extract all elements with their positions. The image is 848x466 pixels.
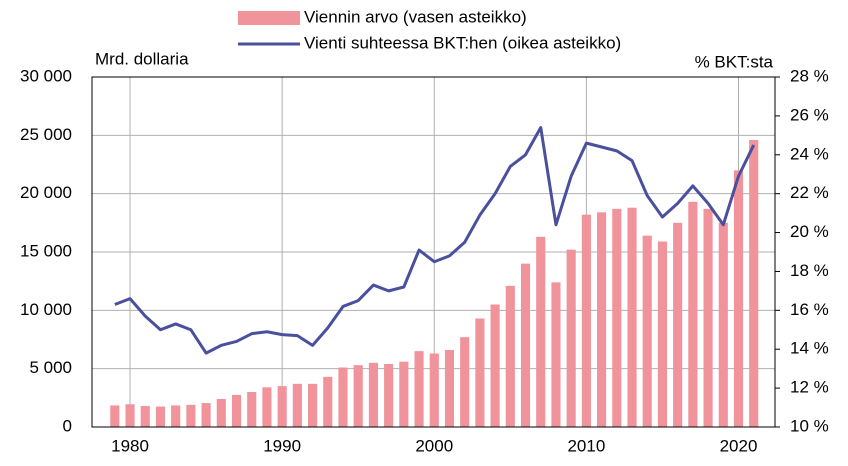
bar — [247, 392, 257, 427]
bar — [216, 399, 226, 427]
bar — [384, 364, 394, 427]
bar — [505, 285, 515, 427]
y-tick-label: 25 000 — [20, 125, 72, 144]
y2-axis-label: % BKT:sta — [695, 52, 774, 71]
y-tick-label: 20 000 — [20, 183, 72, 202]
x-tick-label: 2010 — [567, 436, 605, 455]
y-tick-label: 5 000 — [29, 358, 72, 377]
bar — [475, 318, 485, 427]
x-tick-label: 1990 — [263, 436, 301, 455]
line — [114, 126, 756, 355]
bar — [718, 222, 728, 427]
bar — [566, 249, 576, 427]
x-tick-label: 1980 — [111, 436, 149, 455]
x-tick-label: 2020 — [720, 436, 758, 455]
bar — [277, 386, 287, 427]
bar — [429, 353, 439, 427]
bar — [536, 236, 546, 427]
bar — [292, 383, 302, 427]
bar — [612, 208, 622, 427]
y2-tick-label: 24 % — [790, 144, 829, 163]
bar — [520, 263, 531, 427]
bar — [414, 351, 424, 427]
y2-tick-label: 16 % — [790, 300, 829, 319]
y2-tick-label: 10 % — [790, 416, 829, 435]
y-tick-label: 10 000 — [20, 300, 72, 319]
bar — [353, 365, 363, 427]
y-tick-label: 0 — [63, 416, 72, 435]
y2-tick-label: 12 % — [790, 378, 829, 397]
plot-frame — [91, 76, 776, 428]
bar — [733, 170, 744, 428]
bar — [642, 235, 652, 427]
legend-swatch — [238, 11, 300, 25]
bar — [581, 214, 591, 427]
bar — [368, 362, 378, 427]
y2-tick-label: 28 % — [790, 66, 829, 85]
y-tick-label: 15 000 — [20, 241, 72, 260]
bar — [110, 405, 120, 427]
bar — [490, 304, 500, 427]
bar — [338, 367, 348, 427]
bar — [308, 383, 318, 427]
y2-tick-label: 26 % — [790, 105, 829, 124]
y-axis-label: Mrd. dollaria — [95, 49, 189, 68]
legend-label: Viennin arvo (vasen asteikko) — [304, 7, 527, 26]
y2-tick-label: 20 % — [790, 222, 829, 241]
bar — [703, 208, 713, 427]
bar — [627, 207, 637, 427]
bar — [444, 350, 455, 427]
legend-label: Vienti suhteessa BKT:hen (oikea asteikko… — [304, 33, 621, 52]
bar — [749, 140, 759, 427]
bar — [140, 406, 150, 427]
bar — [657, 241, 667, 427]
y-tick-label: 30 000 — [20, 66, 72, 85]
bar — [186, 404, 196, 427]
y2-tick-label: 14 % — [790, 339, 829, 358]
bar — [551, 282, 561, 427]
bar — [460, 337, 470, 427]
bar — [597, 212, 607, 427]
bar — [171, 405, 181, 427]
bar — [399, 361, 409, 427]
bar — [323, 376, 333, 427]
bar — [688, 201, 698, 427]
bar — [231, 394, 242, 427]
bar — [262, 387, 272, 427]
y2-tick-label: 22 % — [790, 183, 829, 202]
y2-tick-label: 18 % — [790, 261, 829, 280]
bar — [155, 406, 166, 427]
x-tick-label: 2000 — [415, 436, 453, 455]
bar — [125, 404, 135, 427]
bar — [201, 403, 211, 427]
bar — [673, 222, 683, 427]
